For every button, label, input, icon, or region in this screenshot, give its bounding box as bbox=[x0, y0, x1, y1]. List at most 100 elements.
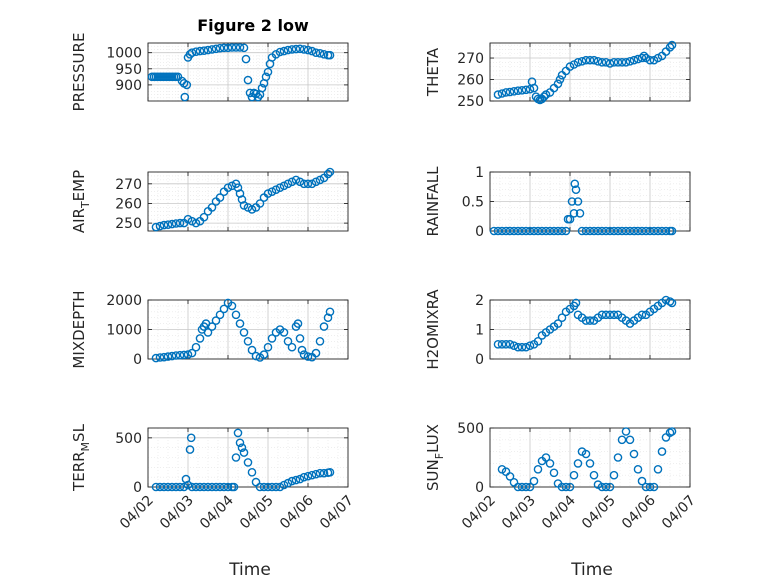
data-point bbox=[513, 86, 523, 95]
data-point bbox=[207, 45, 217, 54]
data-point bbox=[625, 435, 635, 445]
y-tick-label: 1 bbox=[475, 323, 484, 339]
data-point bbox=[533, 464, 543, 474]
x-axis-label: Time bbox=[570, 560, 613, 580]
data-point bbox=[187, 48, 197, 58]
data-point bbox=[239, 43, 249, 53]
data-point bbox=[239, 448, 249, 457]
data-point bbox=[159, 220, 169, 230]
data-point bbox=[533, 336, 543, 346]
data-point bbox=[303, 179, 313, 189]
y-tick-label: 0 bbox=[133, 480, 142, 496]
data-point bbox=[665, 43, 675, 52]
data-point bbox=[155, 221, 165, 231]
data-point bbox=[215, 193, 225, 202]
ylabel: H2OMIXRA bbox=[424, 289, 442, 370]
data-point bbox=[319, 468, 329, 478]
data-point bbox=[525, 482, 535, 492]
data-point bbox=[245, 88, 255, 98]
ylabel: MIXDEPTH bbox=[70, 290, 88, 368]
data-point bbox=[629, 226, 639, 236]
y-tick-label: 1000 bbox=[106, 323, 142, 339]
data-point bbox=[637, 310, 647, 320]
data-point bbox=[175, 350, 185, 360]
data-point bbox=[303, 471, 313, 481]
data-point bbox=[299, 350, 309, 359]
data-point bbox=[517, 342, 527, 352]
data-point bbox=[633, 226, 643, 236]
data-point bbox=[667, 226, 677, 236]
y-tick-label: 250 bbox=[115, 216, 142, 232]
data-point bbox=[253, 92, 263, 102]
data-point bbox=[649, 226, 659, 236]
data-point bbox=[231, 310, 241, 320]
data-point bbox=[183, 350, 193, 359]
data-point bbox=[195, 482, 205, 492]
data-point bbox=[255, 199, 265, 208]
data-point bbox=[283, 45, 293, 55]
data-point bbox=[187, 482, 197, 492]
data-point bbox=[581, 55, 591, 65]
data-point bbox=[605, 482, 615, 492]
data-point bbox=[629, 55, 639, 65]
data-point bbox=[617, 226, 627, 236]
data-point bbox=[645, 55, 655, 65]
data-point bbox=[215, 43, 225, 53]
subplot-h2omixra: 0 1 2 H2OMIXRA bbox=[424, 289, 691, 370]
data-point bbox=[497, 226, 507, 236]
data-point bbox=[191, 482, 201, 492]
data-point bbox=[325, 307, 335, 317]
data-point bbox=[517, 226, 527, 236]
data-point bbox=[219, 304, 229, 314]
data-point bbox=[585, 226, 595, 236]
data-point bbox=[315, 49, 325, 58]
data-point bbox=[621, 427, 631, 436]
data-point bbox=[233, 428, 243, 438]
data-point bbox=[207, 322, 217, 331]
data-point bbox=[291, 175, 301, 185]
data-point bbox=[191, 47, 201, 57]
data-point bbox=[239, 201, 249, 210]
data-point bbox=[207, 482, 217, 492]
data-point bbox=[539, 92, 549, 101]
y-tick-label: 1000 bbox=[106, 46, 142, 62]
data-point bbox=[227, 301, 237, 311]
data-point bbox=[223, 482, 233, 492]
data-point bbox=[549, 226, 559, 236]
data-point bbox=[231, 453, 241, 462]
data-point bbox=[179, 482, 189, 492]
data-point bbox=[323, 169, 333, 179]
data-point bbox=[259, 350, 269, 359]
data-point bbox=[263, 189, 273, 198]
data-point bbox=[567, 197, 577, 206]
data-point bbox=[581, 226, 591, 236]
data-point bbox=[589, 226, 599, 236]
data-point bbox=[243, 458, 253, 467]
data-point bbox=[291, 44, 301, 54]
data-point bbox=[235, 43, 245, 52]
data-point bbox=[283, 478, 293, 488]
data-point bbox=[637, 476, 647, 486]
data-point bbox=[315, 175, 325, 185]
data-point bbox=[199, 46, 209, 56]
data-point bbox=[593, 226, 603, 236]
data-point bbox=[577, 226, 587, 236]
data-point bbox=[187, 216, 197, 226]
data-point bbox=[255, 482, 265, 492]
data-point bbox=[605, 310, 615, 320]
data-point bbox=[525, 341, 535, 351]
data-point bbox=[261, 72, 271, 82]
data-point bbox=[581, 316, 591, 325]
data-point bbox=[211, 44, 221, 54]
data-point bbox=[291, 475, 301, 485]
data-point bbox=[597, 482, 607, 492]
y-tick-label: 0 bbox=[475, 480, 484, 496]
data-point bbox=[191, 218, 201, 228]
data-point bbox=[171, 219, 181, 228]
data-point bbox=[573, 58, 583, 67]
y-tick-label: 250 bbox=[457, 94, 484, 110]
data-point bbox=[649, 482, 659, 492]
y-tick-label: 0 bbox=[133, 352, 142, 368]
data-point bbox=[625, 226, 635, 236]
data-point bbox=[279, 328, 289, 337]
